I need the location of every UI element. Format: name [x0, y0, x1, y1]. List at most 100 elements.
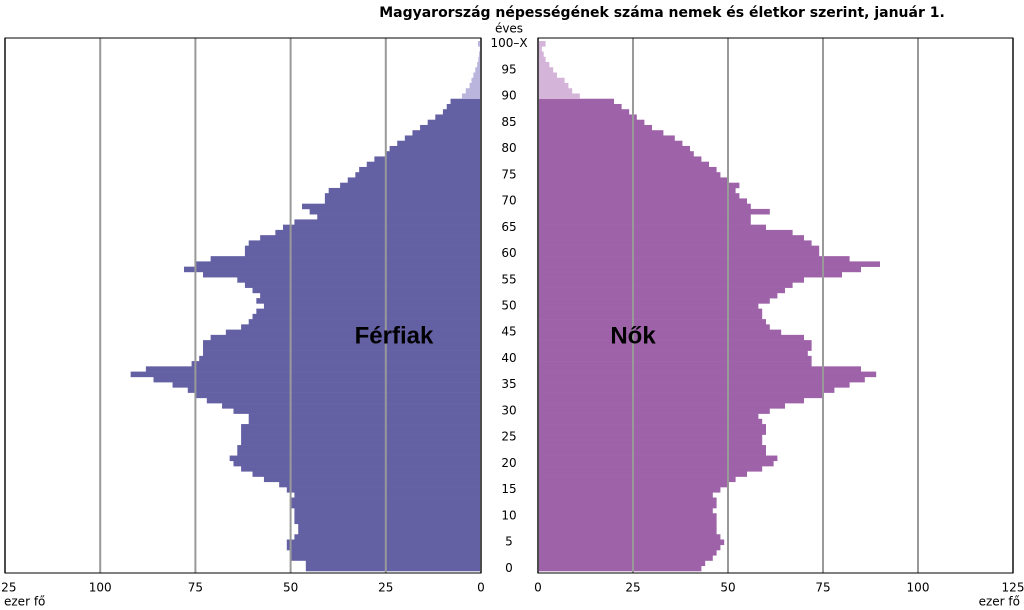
bar — [263, 476, 481, 483]
bar — [538, 345, 812, 351]
bar — [538, 182, 740, 189]
bar — [538, 203, 751, 210]
bar — [538, 434, 763, 441]
bar — [538, 319, 766, 325]
bar — [538, 93, 580, 100]
plot-border — [4, 37, 482, 574]
bar — [374, 156, 481, 162]
x-tick-label: 100 — [89, 581, 112, 595]
bar — [538, 555, 713, 561]
bar — [538, 397, 804, 404]
bar — [324, 193, 481, 199]
bar — [145, 366, 481, 372]
bar — [206, 397, 481, 404]
bar — [427, 119, 481, 126]
bar — [252, 313, 481, 320]
bar — [199, 355, 481, 362]
bar — [229, 455, 481, 462]
bar — [347, 177, 481, 183]
bar — [538, 214, 751, 220]
bar — [538, 471, 747, 477]
bar — [538, 67, 554, 73]
bar — [538, 382, 850, 388]
bar — [538, 135, 675, 142]
bar — [538, 119, 645, 126]
bar — [298, 523, 481, 530]
bar — [298, 529, 481, 535]
bar — [538, 198, 747, 204]
bar — [469, 82, 481, 89]
bar — [324, 198, 481, 204]
x-axis-label: ezer fő — [979, 595, 1020, 609]
bar — [538, 46, 542, 52]
bar — [203, 340, 482, 346]
bar — [538, 534, 721, 540]
bar — [233, 460, 481, 467]
x-tick-label: 0 — [477, 581, 485, 595]
x-tick-label: 25 — [625, 581, 640, 595]
bar — [538, 544, 721, 551]
bar — [183, 266, 481, 273]
bar — [538, 376, 865, 383]
bar — [538, 261, 880, 267]
bar — [248, 319, 481, 325]
bar — [538, 103, 622, 110]
bar — [191, 361, 482, 367]
bar — [294, 534, 481, 540]
bar — [538, 187, 736, 194]
bar — [442, 109, 481, 115]
bar — [538, 235, 804, 241]
bar — [538, 508, 713, 514]
y-tick-label: 30 — [501, 403, 516, 417]
bar — [237, 450, 481, 456]
bar — [203, 345, 482, 351]
bar — [203, 350, 482, 357]
bar — [538, 282, 793, 288]
x-tick-label: 0 — [534, 581, 542, 595]
x-tick-label: 125 — [0, 581, 16, 595]
bar — [248, 240, 481, 246]
y-tick-label: 90 — [501, 89, 516, 103]
bar — [538, 208, 770, 215]
bar — [248, 413, 481, 420]
bar — [538, 41, 546, 47]
bar — [538, 387, 835, 393]
bar — [328, 187, 481, 194]
bar — [538, 72, 557, 79]
bar — [241, 424, 481, 430]
bar — [305, 560, 481, 567]
y-tick-label: 0 — [505, 561, 513, 575]
bar — [210, 334, 481, 341]
bar — [294, 508, 481, 514]
bar — [252, 471, 481, 477]
bar — [538, 245, 820, 252]
bar — [538, 413, 759, 420]
bar — [538, 266, 861, 273]
bar — [538, 140, 683, 147]
bar — [538, 61, 550, 68]
bar — [538, 355, 812, 362]
bar — [385, 151, 481, 157]
bar — [275, 229, 481, 236]
bar — [294, 492, 481, 498]
bar — [237, 445, 481, 451]
bar — [538, 445, 766, 451]
bar — [446, 103, 481, 110]
bar — [538, 151, 694, 157]
bar — [282, 224, 481, 231]
bar — [305, 565, 481, 572]
bar — [256, 298, 481, 304]
bar — [538, 502, 717, 509]
x-tick-label: 25 — [378, 581, 393, 595]
bar — [538, 403, 785, 409]
bar — [286, 487, 481, 493]
plot-border — [537, 37, 1014, 574]
bar — [244, 282, 481, 288]
y-tick-label: 10 — [501, 508, 516, 522]
bar — [340, 182, 481, 189]
bar — [252, 287, 481, 294]
bar — [538, 56, 546, 63]
bar — [366, 161, 481, 168]
bar — [538, 497, 717, 504]
bar — [538, 392, 823, 399]
